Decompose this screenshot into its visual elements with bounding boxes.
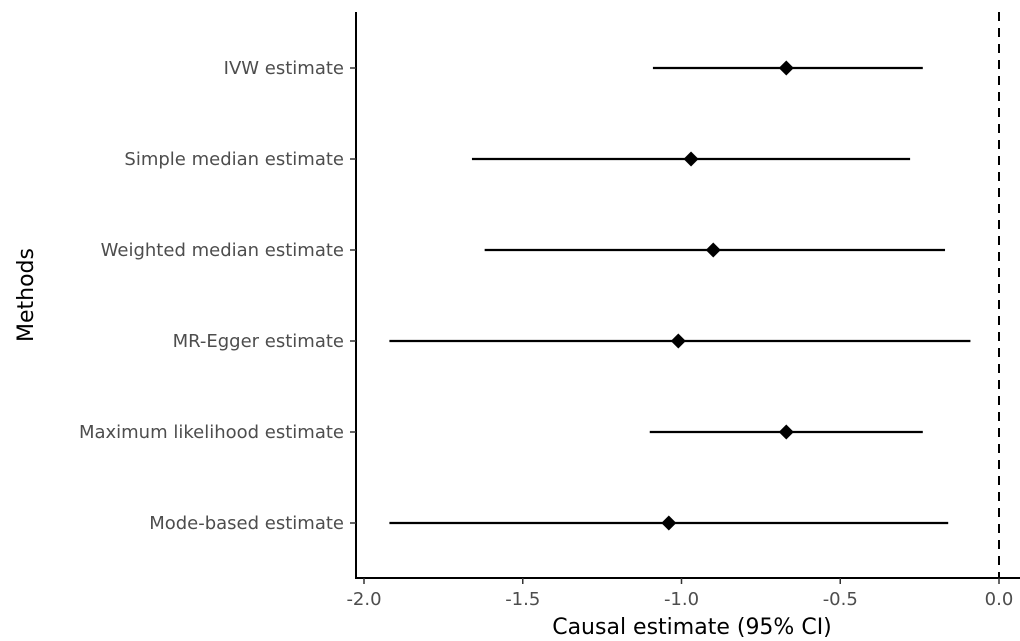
point-estimate — [683, 151, 699, 167]
x-tick-label: -1.0 — [664, 589, 699, 610]
y-tick-label: Simple median estimate — [124, 149, 344, 170]
plot-area — [389, 12, 1000, 578]
y-tick-label: IVW estimate — [224, 58, 344, 79]
point-estimate — [670, 333, 686, 349]
point-estimate — [778, 424, 794, 440]
y-tick-label: Maximum likelihood estimate — [79, 422, 344, 443]
x-tick-label: 0.0 — [985, 589, 1014, 610]
x-tick-label: -2.0 — [346, 589, 381, 610]
point-estimate — [778, 60, 794, 76]
x-axis-title: Causal estimate (95% CI) — [552, 615, 832, 640]
point-estimate — [705, 242, 721, 258]
y-tick-label: MR-Egger estimate — [173, 331, 344, 352]
x-tick-label: -1.5 — [505, 589, 540, 610]
point-estimate — [661, 515, 677, 531]
x-tick-label: -0.5 — [823, 589, 858, 610]
y-axis-title: Methods — [14, 248, 39, 342]
y-tick-label: Weighted median estimate — [101, 240, 344, 261]
x-axis-ticks: -2.0 -1.5 -1.0 -0.5 0.0 — [346, 578, 1013, 610]
y-tick-label: Mode-based estimate — [149, 513, 344, 534]
y-axis-ticks: IVW estimate Simple median estimate Weight… — [79, 58, 356, 534]
